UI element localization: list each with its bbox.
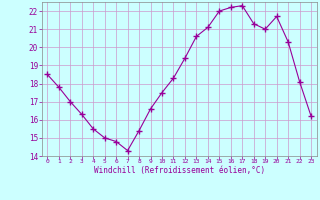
X-axis label: Windchill (Refroidissement éolien,°C): Windchill (Refroidissement éolien,°C) (94, 166, 265, 175)
